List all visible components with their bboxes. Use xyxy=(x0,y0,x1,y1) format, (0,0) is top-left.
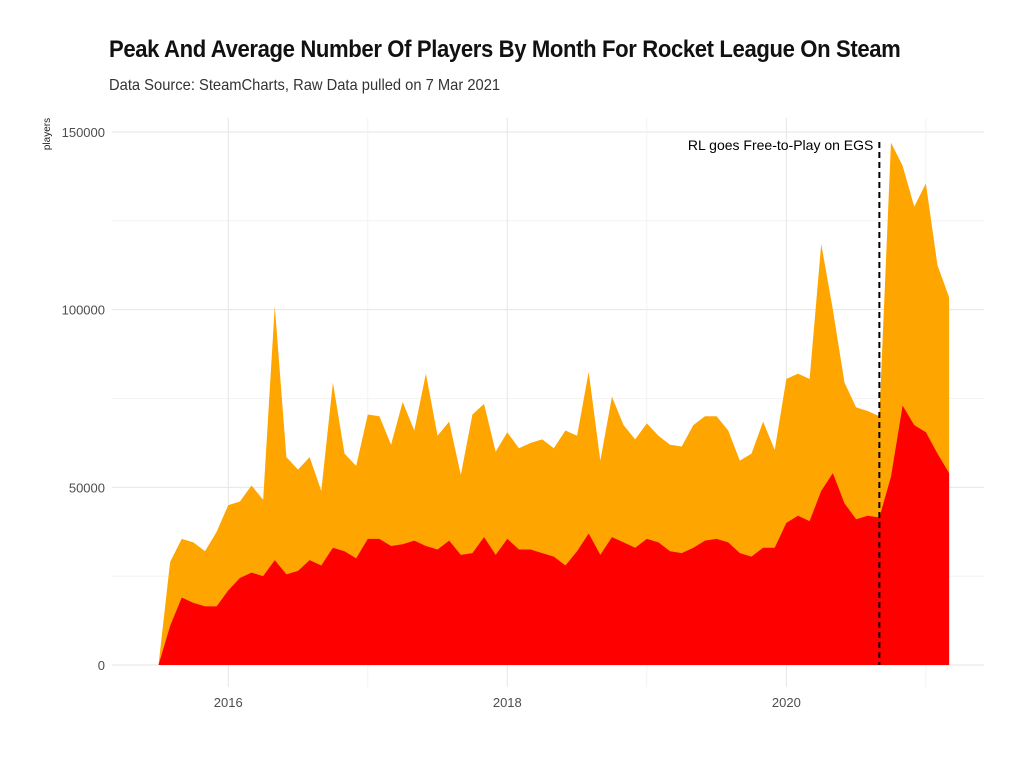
areas xyxy=(158,142,950,665)
x-tick-label: 2018 xyxy=(493,695,522,710)
y-tick-label: 150000 xyxy=(62,125,105,140)
x-tick-label: 2020 xyxy=(772,695,801,710)
x-axis-ticks: 2016 2018 2020 xyxy=(214,695,801,710)
area-peak xyxy=(158,142,950,665)
y-tick-label: 100000 xyxy=(62,303,105,318)
y-tick-label: 50000 xyxy=(69,480,105,495)
annotation-label: RL goes Free-to-Play on EGS xyxy=(688,137,873,153)
chart-title: Peak And Average Number Of Players By Mo… xyxy=(109,36,901,63)
x-tick-label: 2016 xyxy=(214,695,243,710)
area-average xyxy=(158,405,950,665)
annotation: RL goes Free-to-Play on EGS xyxy=(688,137,881,665)
y-axis-ticks: 0 50000 100000 150000 xyxy=(62,125,105,673)
y-tick-label: 0 xyxy=(98,658,105,673)
y-axis-label: players xyxy=(42,118,53,150)
chart-subtitle: Data Source: SteamCharts, Raw Data pulle… xyxy=(109,77,501,94)
